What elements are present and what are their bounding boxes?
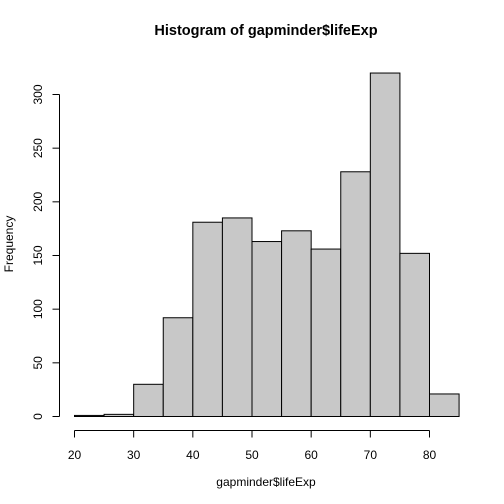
x-tick-label: 40: [186, 448, 200, 462]
y-axis: 0 50 100 150 200 250 300: [31, 84, 60, 420]
bars-group: [74, 72, 460, 418]
histogram-bar: [399, 252, 430, 417]
y-tick-label: 250: [31, 138, 45, 158]
histogram-bar: [133, 383, 164, 417]
histogram-bar: [74, 414, 105, 417]
histogram-bar: [162, 317, 194, 417]
x-tick-label: 50: [245, 448, 259, 462]
y-tick-label: 100: [31, 299, 45, 319]
x-tick-label: 20: [68, 448, 82, 462]
x-tick-label: 70: [364, 448, 378, 462]
y-axis-label: Frequency: [2, 216, 16, 273]
histogram-bar: [340, 171, 371, 417]
x-tick-label: 80: [423, 448, 437, 462]
y-tick-label: 300: [31, 84, 45, 104]
histogram-bar: [369, 72, 401, 418]
histogram-bar: [251, 241, 283, 417]
y-tick-label: 150: [31, 245, 45, 265]
histogram-bar: [310, 248, 342, 417]
histogram-bar: [103, 413, 135, 417]
x-axis-label: gapminder$lifeExp: [216, 475, 316, 489]
x-axis: 20 30 40 50 60 70 80: [68, 430, 437, 462]
y-tick-label: 50: [31, 356, 45, 370]
y-tick-label: 200: [31, 192, 45, 212]
histogram-bar: [192, 221, 223, 417]
histogram-bar: [429, 393, 460, 417]
x-tick-label: 30: [127, 448, 141, 462]
y-tick-label: 0: [31, 413, 45, 420]
x-tick-label: 60: [304, 448, 318, 462]
histogram-bar: [281, 230, 312, 417]
histogram-bar: [221, 217, 253, 417]
chart-title: Histogram of gapminder$lifeExp: [154, 23, 377, 39]
